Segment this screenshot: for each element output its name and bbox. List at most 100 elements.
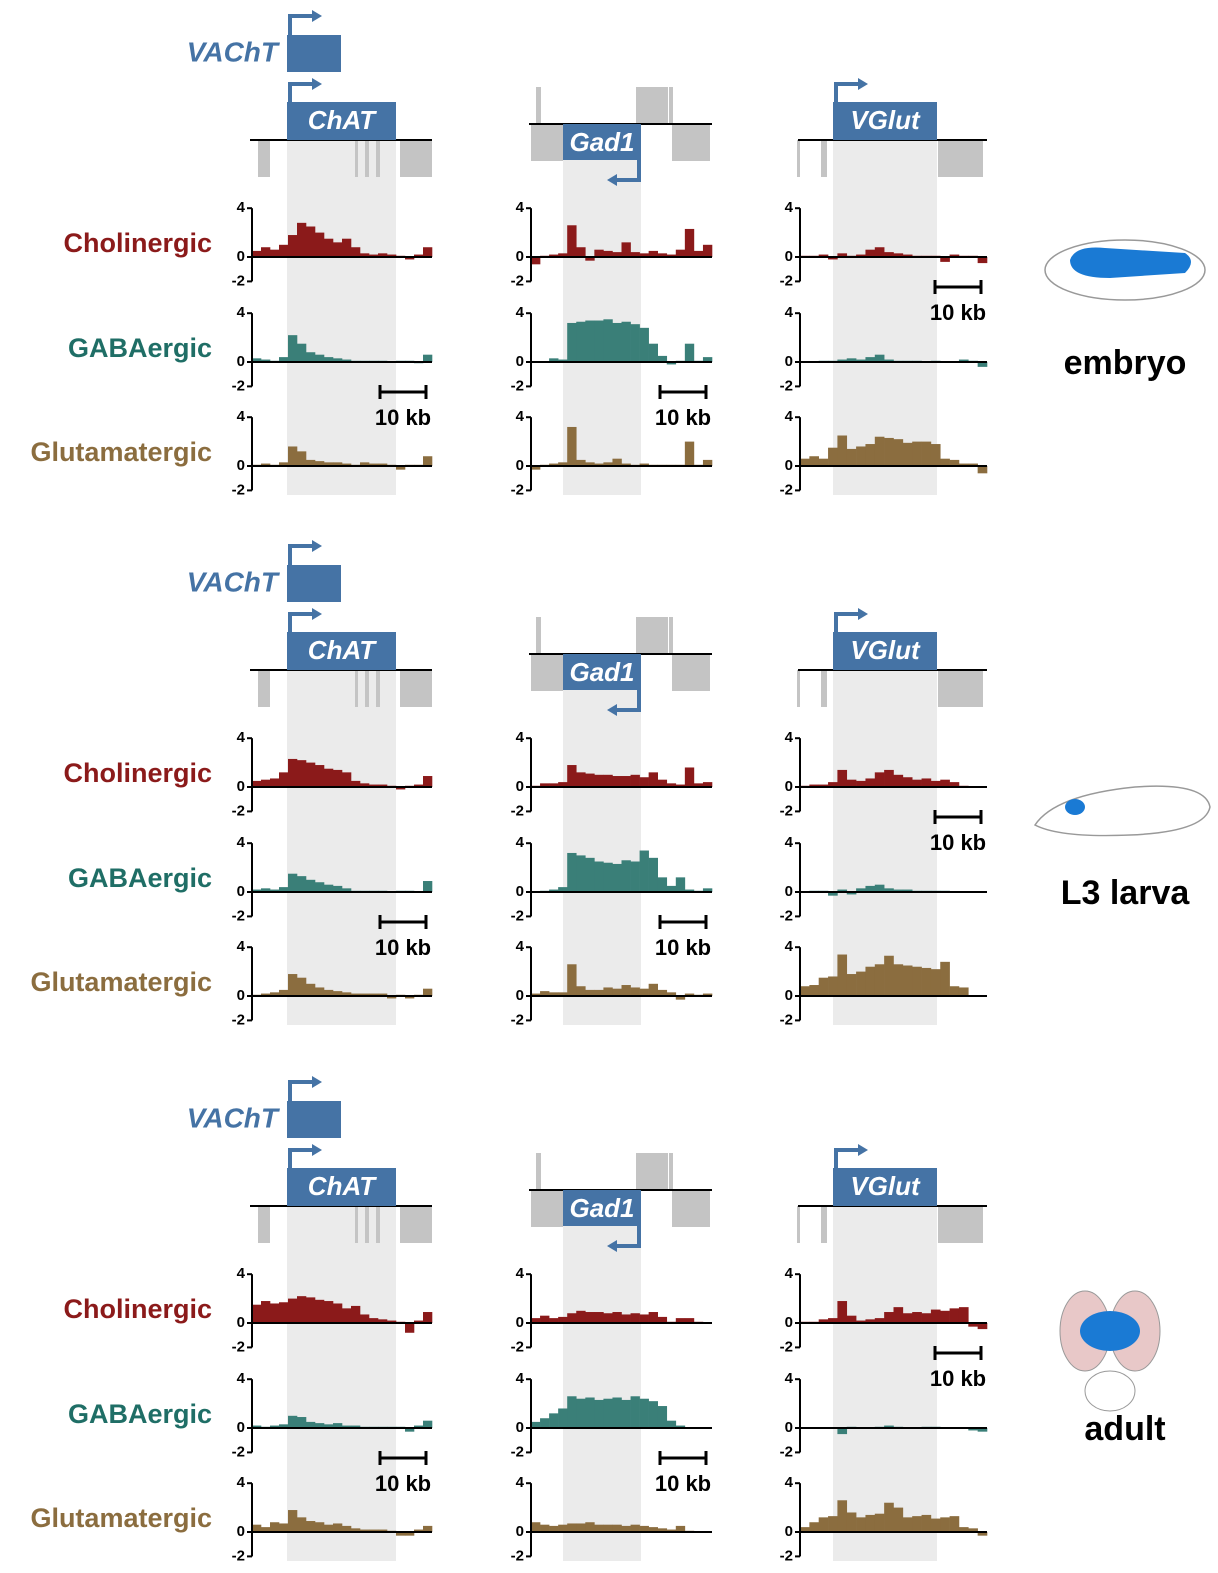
signal-bar xyxy=(360,1314,369,1323)
tss-arrow-head xyxy=(312,10,322,22)
gene-label: Gad1 xyxy=(569,657,634,687)
signal-bar xyxy=(875,772,885,787)
signal-bar xyxy=(631,775,640,787)
tss-arrow xyxy=(836,614,858,634)
signal-bar xyxy=(940,780,950,787)
signal-bar xyxy=(531,1522,540,1532)
signal-bar xyxy=(828,1516,838,1532)
tss-arrow xyxy=(290,84,312,104)
neighbor-gene xyxy=(797,140,800,177)
neighbor-gene xyxy=(938,670,983,707)
neighbor-gene xyxy=(365,1206,369,1243)
signal-bar xyxy=(612,776,621,787)
signal-bar xyxy=(912,967,922,996)
signal-bar xyxy=(567,427,576,466)
gene-box-2 xyxy=(287,565,341,602)
neighbor-gene xyxy=(669,1153,673,1190)
stage-label: adult xyxy=(1084,1410,1165,1448)
signal-bar xyxy=(640,1399,649,1428)
y-tick-label: 4 xyxy=(237,1474,246,1491)
signal-bar xyxy=(288,335,297,362)
signal-bar xyxy=(649,984,658,996)
signal-bar xyxy=(297,1517,306,1532)
signal-bar xyxy=(423,776,432,787)
y-tick-label: -2 xyxy=(232,1547,245,1564)
adult-brain xyxy=(1080,1311,1140,1351)
signal-bar xyxy=(333,1523,342,1532)
signal-bar xyxy=(315,355,324,362)
signal-bar xyxy=(306,880,315,892)
y-tick-label: 0 xyxy=(516,1314,524,1331)
signal-bar xyxy=(676,877,685,892)
signal-bar xyxy=(594,321,603,362)
signal-bar xyxy=(540,1525,549,1532)
signal-bar xyxy=(261,780,270,787)
signal-bar xyxy=(884,770,894,787)
neighbor-gene xyxy=(376,1206,380,1243)
y-tick-label: 0 xyxy=(516,987,524,1004)
gene-label: Gad1 xyxy=(569,127,634,157)
y-tick-label: -2 xyxy=(232,1443,245,1460)
signal-bar xyxy=(837,1301,847,1323)
signal-bar xyxy=(279,1523,288,1532)
signal-bar xyxy=(865,967,875,996)
signal-bar xyxy=(567,964,576,996)
scale-bar xyxy=(935,280,981,294)
signal-bar xyxy=(288,1416,297,1428)
signal-bar xyxy=(894,1508,904,1532)
signal-bar xyxy=(978,466,988,473)
signal-bar xyxy=(856,1517,866,1532)
signal-bar xyxy=(903,1517,913,1532)
track-label: Cholinergic xyxy=(63,758,212,788)
signal-bar xyxy=(894,1307,904,1323)
signal-bar xyxy=(351,247,360,257)
signal-bar xyxy=(828,448,838,466)
signal-bar xyxy=(894,439,904,466)
signal-bar xyxy=(567,853,576,892)
signal-bar xyxy=(297,1296,306,1323)
signal-bar xyxy=(261,1301,270,1323)
neighbor-gene xyxy=(365,670,369,707)
signal-bar xyxy=(306,763,315,787)
signal-bar xyxy=(594,1525,603,1532)
signal-bar xyxy=(567,1313,576,1323)
tss-arrow-head xyxy=(858,608,868,620)
gene-label: VGlut xyxy=(850,105,921,135)
y-tick-label: 4 xyxy=(785,834,794,851)
signal-bar xyxy=(622,776,631,787)
neighbor-gene xyxy=(536,1153,541,1190)
y-tick-label: 4 xyxy=(785,1370,794,1387)
signal-bar xyxy=(809,985,819,996)
y-tick-label: 0 xyxy=(785,1314,793,1331)
signal-bar xyxy=(288,759,297,787)
neighbor-gene xyxy=(821,1206,827,1243)
y-tick-label: -2 xyxy=(232,272,245,289)
signal-bar xyxy=(631,324,640,362)
signal-bar xyxy=(423,881,432,892)
signal-bar xyxy=(640,989,649,996)
signal-bar xyxy=(594,1312,603,1323)
signal-bar xyxy=(603,1399,612,1428)
y-tick-label: 0 xyxy=(516,883,524,900)
signal-bar xyxy=(884,1503,894,1532)
neighbor-gene xyxy=(376,140,380,177)
signal-bar xyxy=(540,1418,549,1428)
signal-bar xyxy=(649,1401,658,1428)
neighbor-gene xyxy=(980,140,983,177)
neighbor-gene xyxy=(980,670,983,707)
tss-arrow-head xyxy=(312,1076,322,1088)
signal-bar xyxy=(279,772,288,787)
scale-bar xyxy=(660,1451,706,1465)
y-tick-label: -2 xyxy=(232,377,245,394)
gene-box-2 xyxy=(287,35,341,72)
y-tick-label: 4 xyxy=(785,1265,794,1282)
signal-bar xyxy=(828,976,838,996)
y-tick-label: -2 xyxy=(232,1338,245,1355)
gene-shade xyxy=(287,670,396,1025)
signal-bar xyxy=(940,459,950,466)
y-tick-label: 4 xyxy=(516,199,525,216)
signal-bar xyxy=(315,233,324,257)
signal-bar xyxy=(622,985,631,996)
larva-outline xyxy=(1035,786,1210,835)
scale-label: 10 kb xyxy=(375,935,431,960)
